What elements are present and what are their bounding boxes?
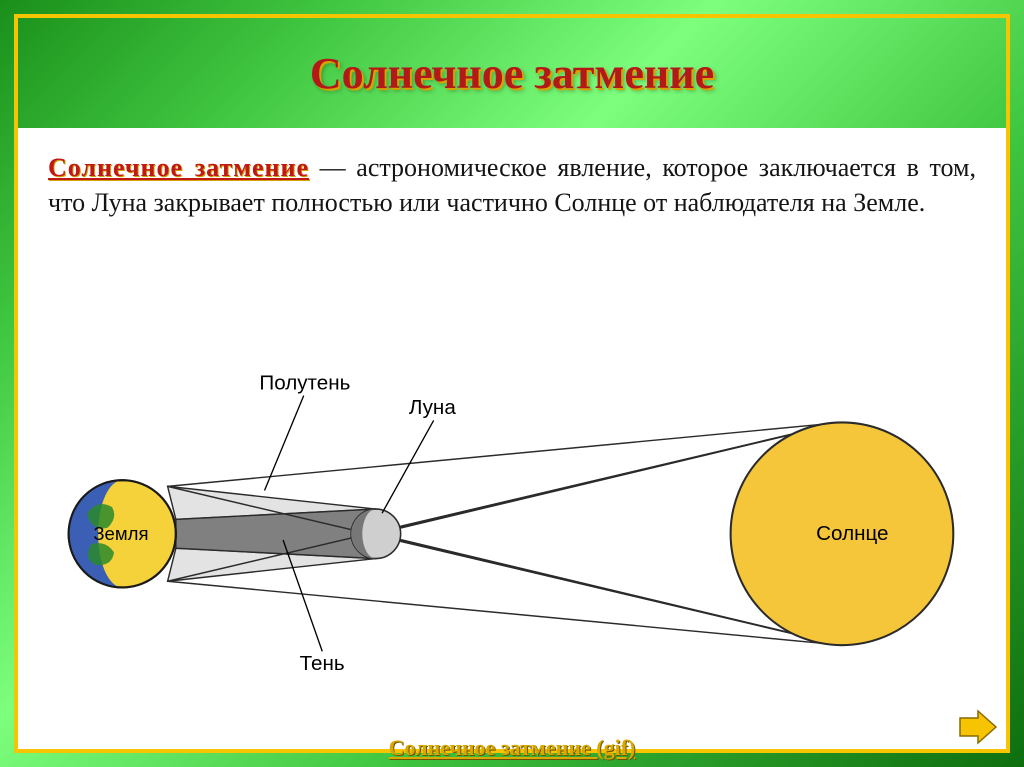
title-zone: Солнечное затмение <box>18 18 1006 128</box>
arrow-right-icon <box>958 709 998 745</box>
slide-root: Солнечное затмение Солнечное затмение — … <box>0 0 1024 767</box>
leader-line <box>265 396 304 491</box>
earth-label: Земля <box>93 523 148 544</box>
footer-link[interactable]: Солнечное затмение (gif) <box>0 735 1024 761</box>
definition-paragraph: Солнечное затмение — астрономическое явл… <box>48 150 976 220</box>
sun-label: Солнце <box>816 522 888 545</box>
umbra-label: Тень <box>300 652 345 675</box>
content-panel: Солнечное затмение — астрономическое явл… <box>18 128 1006 749</box>
next-arrow-button[interactable] <box>958 709 998 745</box>
moon-icon <box>351 509 400 558</box>
term-text: Солнечное затмение <box>48 153 309 182</box>
penumbra-label: Полутень <box>259 371 350 394</box>
footer-link-text[interactable]: Солнечное затмение (gif) <box>389 735 636 760</box>
tangent-line <box>168 581 842 645</box>
slide-frame: Солнечное затмение Солнечное затмение — … <box>14 14 1010 753</box>
tangent-line <box>168 422 842 486</box>
diagram-svg: Солнце Земля <box>48 358 976 689</box>
moon-label: Луна <box>409 396 456 419</box>
leader-line <box>382 420 434 513</box>
slide-title: Солнечное затмение <box>310 48 714 99</box>
eclipse-diagram: Солнце Земля <box>48 358 976 689</box>
